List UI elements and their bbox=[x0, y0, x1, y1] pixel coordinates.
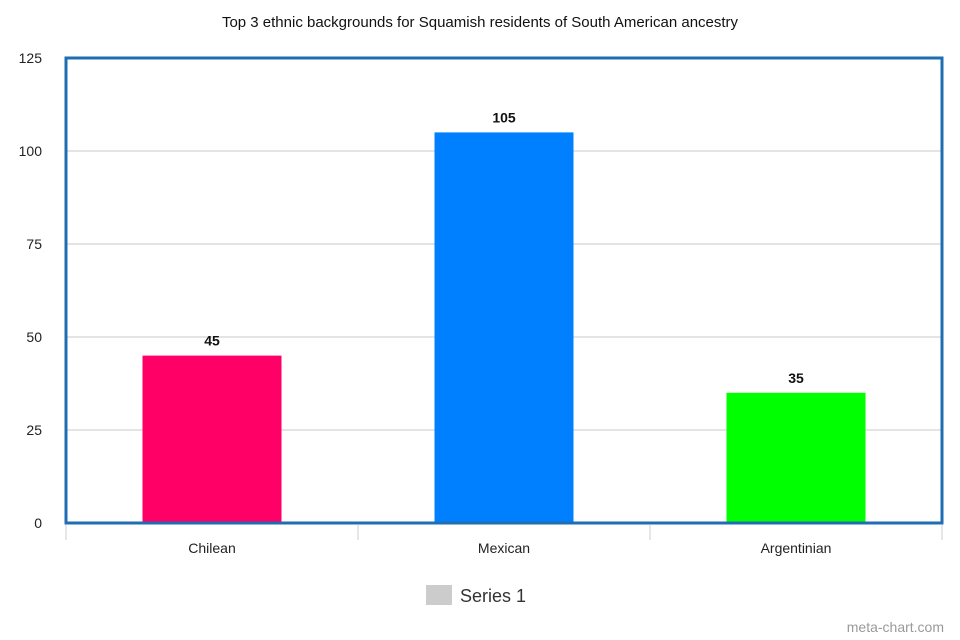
data-label: 105 bbox=[492, 109, 516, 125]
y-tick-label: 50 bbox=[26, 329, 42, 345]
x-tick-label: Chilean bbox=[188, 540, 235, 556]
bars bbox=[142, 132, 866, 523]
x-axis: Chilean Mexican Argentinian bbox=[65, 525, 943, 556]
bar-argentinian[interactable] bbox=[726, 392, 866, 523]
x-tick-label: Mexican bbox=[478, 540, 530, 556]
y-tick-label: 100 bbox=[19, 143, 43, 159]
x-tick-label: Argentinian bbox=[761, 540, 832, 556]
bar-mexican[interactable] bbox=[434, 132, 574, 523]
plot-frame bbox=[64, 56, 944, 525]
y-tick-label: 25 bbox=[26, 422, 42, 438]
y-axis-ticks: 0 25 50 75 100 125 bbox=[19, 50, 43, 531]
chart-title: Top 3 ethnic backgrounds for Squamish re… bbox=[222, 14, 739, 31]
y-tick-label: 75 bbox=[26, 236, 42, 252]
data-labels: 45 105 35 bbox=[204, 109, 804, 385]
legend-swatch bbox=[426, 585, 452, 605]
y-tick-label: 0 bbox=[34, 515, 42, 531]
y-tick-label: 125 bbox=[19, 50, 43, 66]
data-label: 35 bbox=[788, 370, 804, 386]
legend-label: Series 1 bbox=[460, 586, 526, 606]
credit-watermark: meta-chart.com bbox=[847, 619, 944, 635]
data-label: 45 bbox=[204, 333, 220, 349]
bar-chilean[interactable] bbox=[142, 355, 282, 523]
legend[interactable]: Series 1 bbox=[426, 585, 526, 606]
